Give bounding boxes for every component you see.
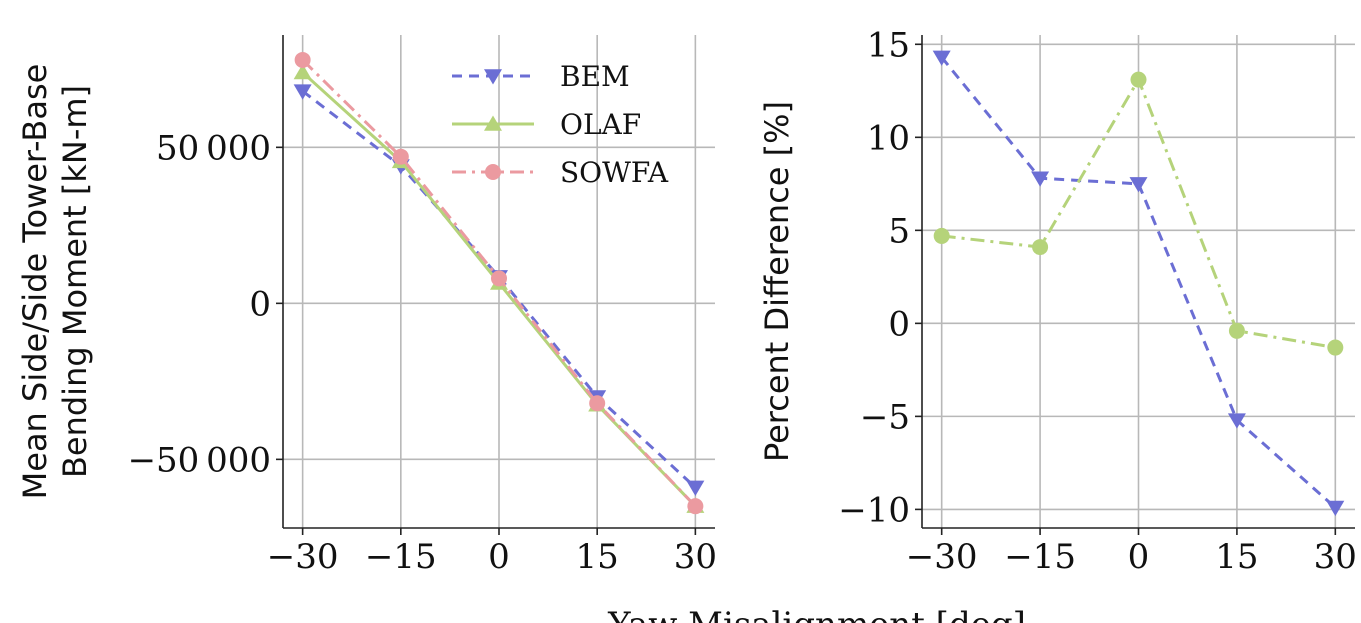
x-tick-label: −30 <box>906 537 978 577</box>
y-tick-label: 15 <box>867 25 910 65</box>
data-point <box>589 395 606 412</box>
x-tick-label: −30 <box>267 537 339 577</box>
y-tick-label: −50 000 <box>128 440 271 480</box>
left-chart-panel: −30 −15 0 15 30 −50 000 0 50 000 Mean Side/Side … <box>16 35 717 577</box>
series-line <box>940 56 1337 509</box>
y-tick-label: 0 <box>888 304 910 344</box>
x-tick-label: 30 <box>1314 537 1357 577</box>
y-axis-label: Mean Side/Side Tower-Base <box>16 64 54 500</box>
x-tick-label: −15 <box>365 537 437 577</box>
data-point <box>392 148 409 165</box>
data-point <box>1130 71 1147 88</box>
data-point <box>293 84 312 100</box>
series-sowfa <box>294 51 704 515</box>
x-tick-label: 15 <box>576 537 619 577</box>
legend-marker <box>485 164 501 180</box>
data-point <box>293 63 312 80</box>
x-tick-label: 30 <box>674 537 717 577</box>
data-point <box>1129 177 1148 193</box>
legend-entry-label: SOWFA <box>560 156 669 189</box>
legend-marker <box>484 115 502 131</box>
y-tick-label: −10 <box>838 490 910 530</box>
legend-entry-label: OLAF <box>560 108 641 141</box>
data-point <box>1032 239 1049 256</box>
y-axis-label: Bending Moment [kN-m] <box>56 85 94 478</box>
data-point <box>294 51 311 68</box>
right-chart-panel: −30 −15 0 15 30 −10 −5 0 5 10 15 Percent Difference… <box>758 25 1357 577</box>
x-tick-label: 0 <box>1128 537 1150 577</box>
x-tick-label: 15 <box>1215 537 1258 577</box>
x-tick-label: −15 <box>1004 537 1076 577</box>
data-point <box>1327 339 1344 356</box>
y-tick-label: 50 000 <box>156 128 271 168</box>
data-point <box>687 498 704 515</box>
data-point <box>1031 171 1050 187</box>
y-tick-label: −5 <box>860 397 910 437</box>
data-point <box>933 227 950 244</box>
y-tick-label: 5 <box>888 211 910 251</box>
series-bem <box>932 50 1345 517</box>
data-point <box>686 480 705 496</box>
y-tick-label: 0 <box>249 284 271 324</box>
shared-x-axis-label: Yaw Misalignment [deg] <box>607 605 1026 623</box>
data-point <box>491 270 507 287</box>
data-point <box>1227 413 1246 429</box>
data-point <box>932 50 951 66</box>
legend-marker <box>484 69 502 85</box>
legend: BEM OLAF SOWFA <box>452 60 669 189</box>
legend-entry-label: BEM <box>560 60 630 93</box>
y-tick-label: 10 <box>867 118 910 158</box>
data-point <box>1326 500 1345 517</box>
y-axis-label: Percent Difference [%] <box>758 101 796 462</box>
data-point <box>1228 322 1245 339</box>
x-tick-label: 0 <box>488 537 510 577</box>
series-olaf <box>933 71 1344 356</box>
